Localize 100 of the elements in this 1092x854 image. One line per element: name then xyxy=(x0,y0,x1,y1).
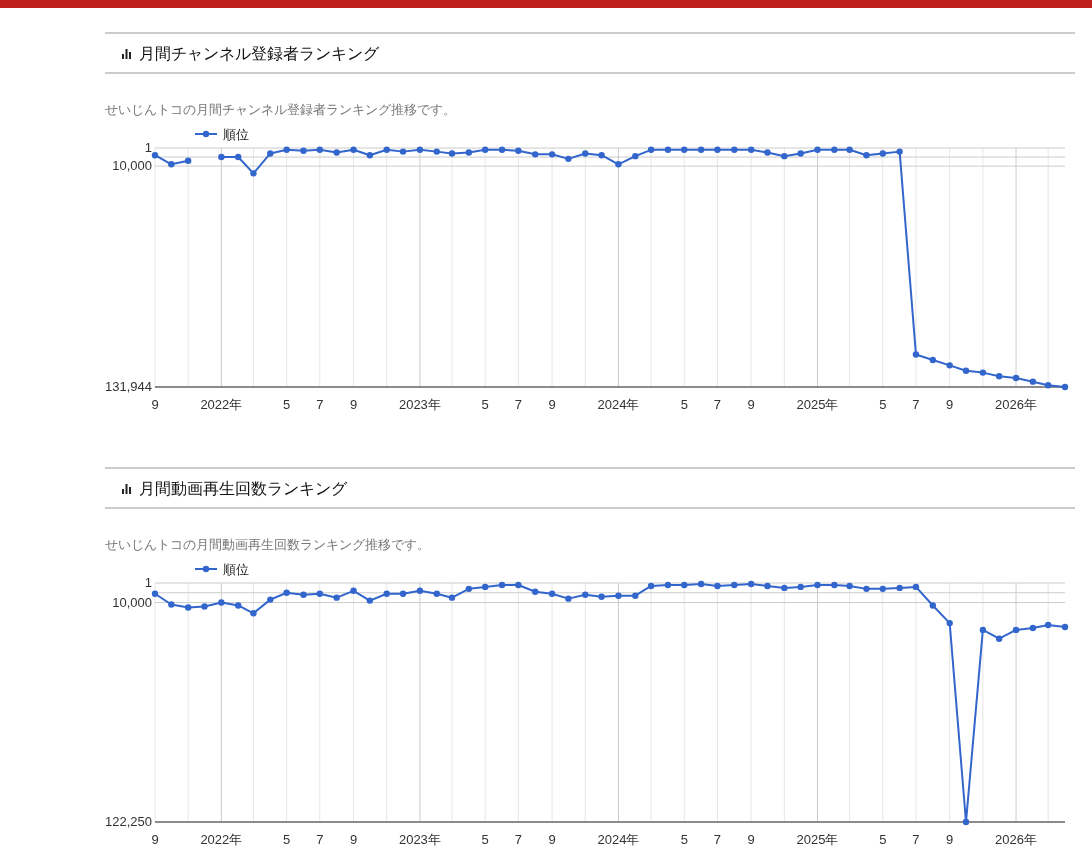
x-tick-label: 5 xyxy=(879,397,887,412)
point xyxy=(912,351,920,358)
point xyxy=(962,818,970,826)
x-tick-label: 2024年 xyxy=(597,397,640,412)
point xyxy=(283,146,290,154)
x-tick-label: 5 xyxy=(680,832,688,847)
point xyxy=(896,584,903,592)
point xyxy=(647,146,655,154)
point xyxy=(333,149,340,156)
x-tick-label: 9 xyxy=(946,832,954,847)
x-tick-label: 9 xyxy=(747,832,755,847)
point xyxy=(747,580,755,588)
point xyxy=(448,594,456,601)
point xyxy=(416,146,424,154)
point xyxy=(333,594,340,601)
point xyxy=(383,590,390,597)
point xyxy=(979,626,987,634)
x-tick-label: 7 xyxy=(514,397,522,412)
point xyxy=(433,590,440,597)
point xyxy=(383,146,390,154)
point xyxy=(632,592,639,599)
point xyxy=(1044,382,1052,389)
point xyxy=(714,582,721,590)
point xyxy=(1029,624,1037,632)
point xyxy=(201,603,208,610)
legend-label: 順位 xyxy=(223,126,249,142)
point xyxy=(532,151,539,158)
point xyxy=(515,147,522,154)
point xyxy=(350,587,357,595)
point xyxy=(1061,623,1069,631)
point xyxy=(168,161,175,168)
point xyxy=(350,146,357,154)
point xyxy=(929,602,937,609)
point xyxy=(879,150,886,157)
point xyxy=(797,150,804,157)
chart-title: 月間動画再生回数ランキング xyxy=(139,480,348,497)
point xyxy=(781,152,788,160)
point xyxy=(846,146,853,154)
point xyxy=(664,581,672,589)
point xyxy=(465,149,473,156)
point xyxy=(995,635,1003,642)
chart-subtitle: せいじんトコの月間動画再生回数ランキング推移です。 xyxy=(105,538,430,552)
x-tick-label: 9 xyxy=(548,832,556,847)
x-tick-label: 5 xyxy=(283,832,291,847)
x-tick-label: 7 xyxy=(514,832,522,847)
point xyxy=(598,593,605,600)
x-tick-label: 9 xyxy=(946,397,954,412)
point xyxy=(481,146,489,154)
x-tick-label: 9 xyxy=(349,832,358,847)
point xyxy=(714,146,721,154)
point xyxy=(946,362,953,369)
x-tick-label: 7 xyxy=(713,397,722,412)
y-tick-label: 10,000 xyxy=(112,158,152,174)
point xyxy=(946,619,953,627)
point xyxy=(664,146,672,154)
chart-subtitle: せいじんトコの月間チャンネル登録者ランキング推移です。 xyxy=(105,103,456,117)
point xyxy=(781,584,788,592)
point xyxy=(731,146,738,154)
point xyxy=(515,581,522,589)
point xyxy=(366,152,374,159)
point xyxy=(448,150,456,157)
point xyxy=(764,582,771,590)
point xyxy=(814,146,821,154)
point xyxy=(863,152,870,159)
point xyxy=(879,585,886,593)
x-tick-label: 9 xyxy=(151,832,159,847)
point xyxy=(1061,383,1069,391)
point xyxy=(267,150,274,157)
y-tick-label: 1 xyxy=(144,575,152,590)
x-tick-label: 2025年 xyxy=(796,832,839,847)
point xyxy=(647,582,655,590)
point xyxy=(250,170,257,177)
point xyxy=(300,591,307,598)
point xyxy=(697,580,705,588)
point xyxy=(831,146,838,154)
y-tick-label: 131,944 xyxy=(105,379,152,394)
point xyxy=(912,583,920,591)
point xyxy=(316,146,324,154)
point xyxy=(1029,378,1037,385)
chart-title: 月間チャンネル登録者ランキング xyxy=(139,45,380,62)
legend-label: 順位 xyxy=(223,561,249,577)
point xyxy=(697,146,705,154)
x-tick-label: 7 xyxy=(316,832,324,847)
point xyxy=(218,153,225,161)
x-tick-label: 2026年 xyxy=(995,832,1038,847)
point xyxy=(548,151,556,158)
point xyxy=(267,596,274,603)
x-tick-label: 9 xyxy=(151,397,159,412)
point xyxy=(764,149,771,156)
point xyxy=(846,582,853,590)
point xyxy=(184,604,192,611)
x-tick-label: 5 xyxy=(481,832,489,847)
x-tick-label: 2024年 xyxy=(597,832,640,847)
point xyxy=(615,161,622,168)
point xyxy=(235,153,242,161)
x-tick-label: 7 xyxy=(912,397,920,412)
point xyxy=(218,599,225,606)
point xyxy=(962,367,970,374)
point xyxy=(565,595,572,602)
x-tick-label: 5 xyxy=(283,397,291,412)
